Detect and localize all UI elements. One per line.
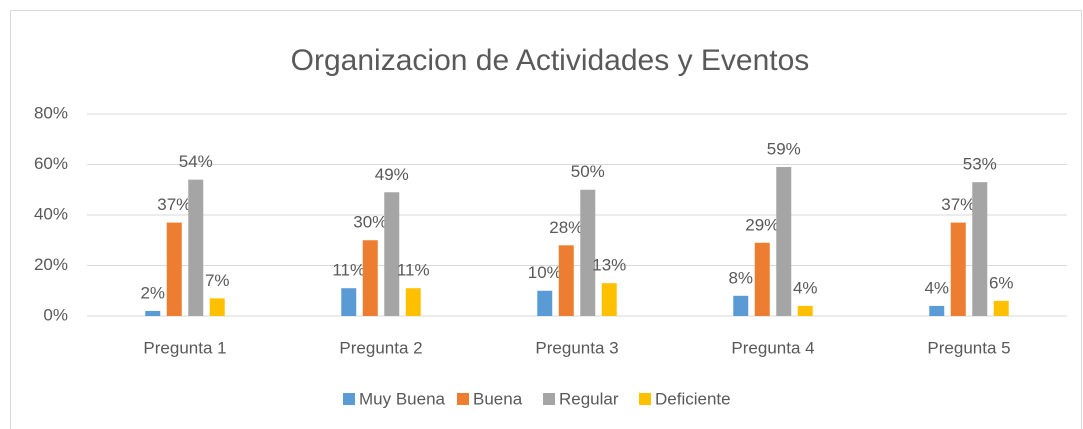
bar <box>209 298 225 316</box>
bar <box>601 283 617 316</box>
data-label: 6% <box>989 273 1014 292</box>
bar <box>972 182 988 316</box>
bar <box>580 189 596 316</box>
bar <box>166 222 182 316</box>
bar <box>993 300 1009 316</box>
data-label: 53% <box>963 155 997 174</box>
legend-label: Deficiente <box>655 389 731 408</box>
bar <box>558 245 574 316</box>
bar <box>733 295 749 316</box>
bar <box>362 240 378 316</box>
bar <box>384 192 400 316</box>
data-label: 8% <box>728 268 753 287</box>
bar <box>776 167 792 316</box>
x-tick-label: Pregunta 3 <box>535 338 618 357</box>
bar <box>950 222 966 316</box>
legend-swatch <box>543 393 555 405</box>
data-label: 11% <box>332 261 365 280</box>
data-label: 4% <box>793 278 818 297</box>
bar <box>405 288 421 316</box>
legend-label: Regular <box>559 389 619 408</box>
x-tick-label: Pregunta 5 <box>927 338 1010 357</box>
bar <box>145 310 161 316</box>
x-tick-label: Pregunta 4 <box>731 338 814 357</box>
data-label: 13% <box>592 256 626 275</box>
y-tick-label: 0% <box>43 305 68 324</box>
legend-swatch <box>457 393 469 405</box>
data-label: 2% <box>140 283 165 302</box>
legend-label: Buena <box>473 389 523 408</box>
bar <box>754 242 770 316</box>
x-tick-label: Pregunta 2 <box>339 338 422 357</box>
data-label: 54% <box>179 152 213 171</box>
data-label: 11% <box>397 261 430 280</box>
bar <box>929 305 945 316</box>
legend-swatch <box>639 393 651 405</box>
data-label: 37% <box>157 195 191 214</box>
legend-label: Muy Buena <box>359 389 446 408</box>
y-tick-label: 40% <box>34 204 68 223</box>
data-label: 29% <box>745 215 779 234</box>
data-label: 50% <box>571 162 605 181</box>
data-label: 7% <box>205 271 230 290</box>
y-tick-label: 60% <box>34 154 68 173</box>
data-label: 4% <box>924 278 949 297</box>
bar <box>341 288 357 316</box>
x-tick-label: Pregunta 1 <box>143 338 226 357</box>
data-label: 49% <box>375 165 409 184</box>
bar <box>537 290 553 316</box>
bar <box>188 179 204 316</box>
data-label: 28% <box>549 218 583 237</box>
chart-title: Organizacion de Actividades y Eventos <box>291 44 810 77</box>
data-label: 10% <box>528 263 562 282</box>
y-tick-label: 20% <box>34 255 68 274</box>
data-label: 30% <box>353 213 387 232</box>
legend-swatch <box>343 393 355 405</box>
data-label: 37% <box>941 195 975 214</box>
y-tick-label: 80% <box>34 103 68 122</box>
data-label: 59% <box>767 140 801 159</box>
bar <box>797 305 813 316</box>
